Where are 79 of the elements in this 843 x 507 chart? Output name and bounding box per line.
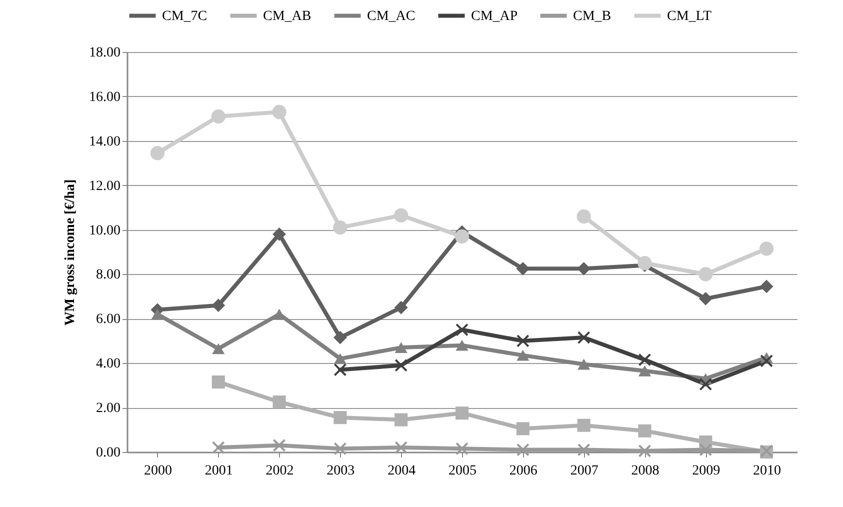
y-tick-label: 16.00 bbox=[89, 90, 120, 105]
x-tick-label: 2004 bbox=[388, 464, 416, 478]
point bbox=[638, 365, 652, 376]
x-tick-label: 2007 bbox=[570, 464, 598, 478]
point bbox=[516, 350, 530, 361]
point bbox=[212, 298, 226, 312]
point bbox=[333, 330, 347, 344]
point bbox=[699, 378, 712, 391]
point bbox=[759, 242, 774, 256]
point bbox=[272, 228, 286, 241]
point bbox=[456, 442, 468, 456]
point bbox=[456, 323, 468, 336]
x-tick-label: 2009 bbox=[692, 464, 720, 478]
point bbox=[516, 334, 530, 348]
point bbox=[334, 353, 347, 364]
point bbox=[577, 443, 590, 456]
point bbox=[334, 442, 347, 456]
point bbox=[516, 422, 530, 436]
x-tick-label: 2000 bbox=[144, 464, 172, 478]
x-tick-label: 2008 bbox=[631, 464, 660, 478]
point bbox=[394, 342, 408, 354]
legend-label: CM_7C bbox=[162, 8, 208, 24]
point bbox=[577, 418, 590, 432]
x-tick-label: 2002 bbox=[266, 464, 294, 478]
y-tick-label: 6.00 bbox=[96, 312, 120, 328]
point bbox=[698, 267, 713, 282]
point bbox=[150, 146, 165, 160]
point bbox=[454, 229, 470, 244]
point bbox=[211, 109, 226, 124]
point bbox=[151, 308, 164, 320]
point bbox=[455, 406, 469, 420]
point bbox=[577, 262, 591, 276]
point bbox=[212, 375, 225, 389]
point bbox=[638, 444, 652, 458]
point bbox=[334, 411, 347, 424]
point bbox=[638, 256, 652, 270]
legend-label: CM_AB bbox=[263, 8, 312, 24]
point bbox=[516, 443, 530, 456]
point bbox=[699, 443, 712, 456]
point bbox=[394, 358, 408, 372]
point bbox=[212, 441, 225, 454]
legend-label: CM_LT bbox=[667, 8, 712, 24]
point bbox=[212, 343, 225, 354]
x-tick-label: 2001 bbox=[204, 464, 233, 478]
point bbox=[394, 300, 408, 314]
x-tick-label: 2010 bbox=[753, 464, 782, 478]
point bbox=[576, 209, 591, 224]
x-tick-label: 2003 bbox=[326, 464, 355, 478]
point bbox=[638, 424, 652, 438]
point bbox=[272, 395, 286, 409]
y-axis-title: WM gross income [€/ha] bbox=[63, 179, 78, 326]
y-tick-label: 8.00 bbox=[96, 268, 120, 283]
legend-label: CM_AP bbox=[471, 8, 518, 24]
point bbox=[394, 413, 408, 426]
point bbox=[334, 363, 347, 376]
legend-label: CM_AC bbox=[367, 8, 416, 24]
point bbox=[760, 354, 774, 368]
point bbox=[577, 358, 590, 370]
y-tick-label: 4.00 bbox=[96, 356, 120, 372]
y-tick-label: 0.00 bbox=[96, 446, 120, 460]
point bbox=[760, 280, 774, 294]
point bbox=[394, 208, 408, 222]
point bbox=[456, 340, 468, 351]
x-tick-label: 2006 bbox=[509, 464, 538, 478]
point bbox=[577, 331, 590, 344]
y-tick-label: 14.00 bbox=[89, 134, 120, 150]
y-tick-label: 12.00 bbox=[89, 178, 120, 194]
y-tick-label: 10.00 bbox=[89, 223, 120, 238]
point bbox=[394, 441, 408, 454]
point bbox=[272, 438, 286, 452]
point bbox=[638, 353, 652, 366]
y-tick-label: 2.00 bbox=[96, 401, 120, 416]
point bbox=[516, 262, 530, 276]
point bbox=[333, 220, 348, 235]
legend-label: CM_B bbox=[573, 8, 612, 24]
point bbox=[698, 292, 712, 306]
point bbox=[272, 104, 286, 120]
y-tick-label: 18.00 bbox=[89, 46, 120, 60]
x-tick-label: 2005 bbox=[448, 464, 476, 478]
